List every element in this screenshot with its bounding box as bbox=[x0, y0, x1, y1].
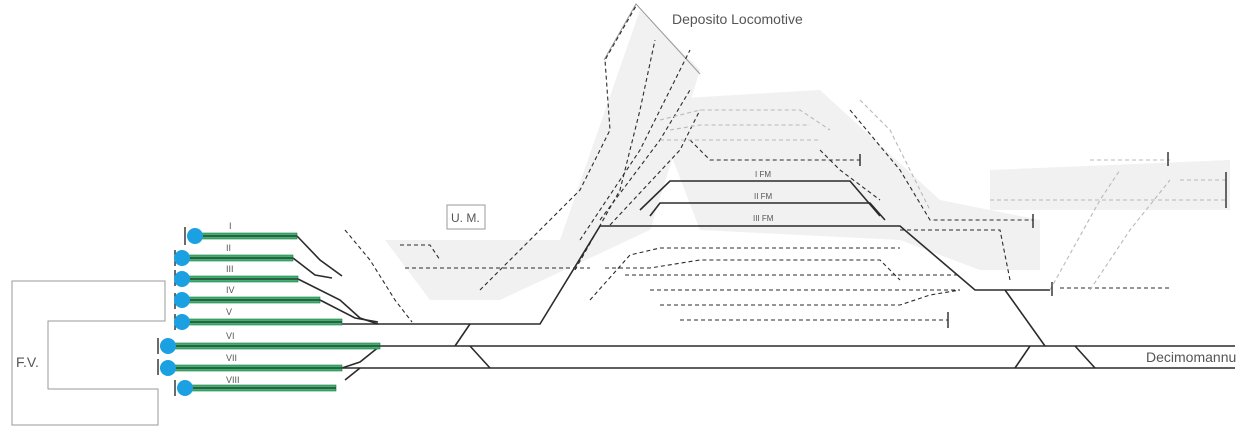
platform-track-row: VIII bbox=[177, 375, 337, 396]
platform-track-label: III bbox=[226, 264, 234, 274]
yard-shading bbox=[385, 10, 1230, 300]
platform-track-label: V bbox=[226, 307, 232, 317]
signal-dot[interactable] bbox=[160, 338, 176, 354]
platform-track-label: VIII bbox=[226, 375, 240, 385]
platform-track-label: VII bbox=[226, 353, 237, 363]
platform-track-row: II bbox=[174, 243, 294, 266]
freight-track-label: II FM bbox=[754, 192, 773, 201]
platform-track-row: VI bbox=[160, 331, 381, 354]
platform-track-row: IV bbox=[174, 285, 321, 308]
loco-depot-label: Deposito Locomotive bbox=[672, 11, 803, 27]
signal-dot[interactable] bbox=[174, 314, 190, 330]
destination-label: Decimomannu bbox=[1146, 349, 1236, 365]
sidings-faint bbox=[659, 99, 1226, 291]
platform-track-label: IV bbox=[226, 285, 235, 295]
platform-track-label: I bbox=[229, 221, 232, 231]
platform-track-row: V bbox=[174, 307, 343, 330]
freight-track-label: I FM bbox=[755, 170, 771, 179]
loco-depot-roof bbox=[603, 3, 701, 75]
maintenance-unit-box bbox=[446, 204, 486, 230]
signal-dot[interactable] bbox=[177, 380, 193, 396]
platform-fan bbox=[292, 225, 1096, 381]
platform-track-row: III bbox=[174, 264, 299, 287]
platform-track-row: VII bbox=[160, 353, 343, 376]
maintenance-unit-label: U. M. bbox=[451, 211, 480, 225]
platform-track-row: I bbox=[187, 221, 298, 244]
freight-track-label: III FM bbox=[753, 214, 774, 223]
freight-yard bbox=[639, 180, 886, 221]
signal-dot[interactable] bbox=[174, 250, 190, 266]
station-building-label: F.V. bbox=[16, 354, 39, 370]
signal-dot[interactable] bbox=[174, 271, 190, 287]
signal-dot[interactable] bbox=[174, 292, 190, 308]
station-building-outline bbox=[11, 280, 166, 426]
signal-dot[interactable] bbox=[187, 228, 203, 244]
platform-track-label: VI bbox=[226, 331, 235, 341]
signal-dot[interactable] bbox=[160, 360, 176, 376]
platform-track-label: II bbox=[226, 243, 231, 253]
freight-track-labels: I FM II FM III FM bbox=[753, 170, 774, 223]
